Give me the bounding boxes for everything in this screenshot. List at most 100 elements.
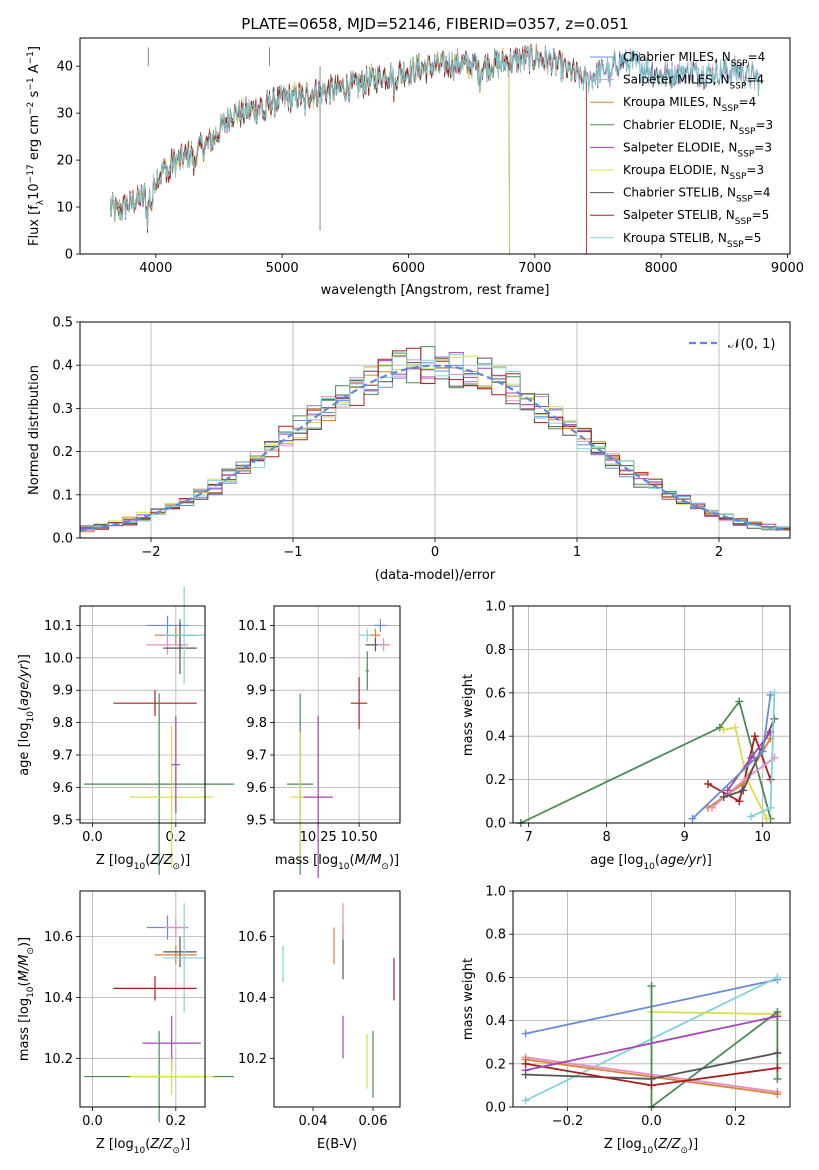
- x-tick-label: 1: [573, 545, 581, 560]
- errorbar-point: [84, 693, 235, 875]
- x-tick-label: 0.04: [299, 1114, 328, 1129]
- errorbar-point: [163, 903, 205, 1013]
- errorbar-point: [113, 690, 197, 717]
- axes-frame: [79, 605, 206, 824]
- panel-spectrum: 4000 5000 6000 7000 8000 9000 0 10 20 30 40 Flux [f…: [26, 37, 804, 276]
- x-tick-label: 0.2: [165, 1114, 186, 1129]
- x-tick-label: 7: [524, 830, 532, 845]
- weight-line: [520, 699, 772, 824]
- y-tick-label: 30: [56, 107, 73, 122]
- y-tick-label: 10.6: [238, 930, 267, 945]
- legend-label: 𝒩(0, 1): [728, 337, 775, 352]
- y-tick-label: 0.6: [485, 971, 506, 986]
- y-tick-label: 0.0: [485, 817, 506, 832]
- y-tick-label: 0.4: [485, 1014, 506, 1029]
- age-mass-xlabel: mass [log10(M/M⊙)]: [275, 853, 399, 872]
- y-tick-label: 0.8: [485, 643, 506, 658]
- histogram-series: [80, 346, 790, 536]
- legend-label: Kroupa STELIB, NSSP=5: [623, 231, 761, 250]
- spectrum-series: [109, 45, 760, 229]
- errorbar-point: [130, 1058, 214, 1095]
- weight-marker: [758, 747, 767, 756]
- axes-frame: [512, 890, 791, 1108]
- y-tick-label: 9.6: [246, 781, 267, 796]
- panel-mass_vs_ebv: 0.04 0.06 10.2 10.4 10.6: [238, 890, 401, 1129]
- y-tick-label: 10.4: [238, 991, 267, 1006]
- y-tick-label: 10.4: [44, 991, 73, 1006]
- ebv-xlabel: E(B-V): [317, 1137, 357, 1152]
- age-z-xlabel: Z [log10(Z/Z⊙)]: [96, 853, 190, 872]
- weight-marker: [746, 753, 755, 762]
- x-tick-label: 0.0: [82, 1114, 103, 1129]
- legend-label: Chabrier ELODIE, NSSP=3: [623, 118, 773, 137]
- weight-marker: [773, 1012, 782, 1021]
- x-tick-label: 0.0: [82, 830, 103, 845]
- y-tick-label: 10: [56, 201, 73, 216]
- weight-age-xlabel: age [log10(age/yr)]: [590, 853, 712, 872]
- x-tick-label: 9000: [771, 261, 804, 276]
- weight-marker: [707, 803, 716, 812]
- spectrum-series: [109, 49, 510, 254]
- y-tick-label: 9.7: [246, 748, 267, 763]
- y-tick-label: 10.2: [44, 1052, 73, 1067]
- weight-marker: [773, 1090, 782, 1099]
- spectrum-ylabel: Flux [fλ10−17 erg cm−2 s−1 A−1]: [26, 46, 46, 246]
- axes-frame: [79, 37, 791, 255]
- spectrum-series: [109, 43, 760, 228]
- weight-line: [651, 1011, 778, 1015]
- weight-marker: [719, 792, 728, 801]
- y-tick-label: 10.6: [44, 930, 73, 945]
- spectrum-series: [109, 51, 510, 254]
- legend-label: Salpeter STELIB, NSSP=5: [623, 208, 769, 227]
- y-tick-label: 10.0: [44, 651, 73, 666]
- panel-weight_vs_Z: −0.2 0.0 0.2 0.0 0.2 0.4 0.6 0.8 1.0 Z [log10(Z/Z…: [485, 885, 791, 1156]
- weight-marker: [719, 725, 728, 734]
- residuals-ylabel: Normed distribution: [27, 365, 42, 495]
- x-tick-label: −0.2: [552, 1114, 584, 1129]
- x-tick-label: 9: [681, 830, 689, 845]
- y-tick-label: 9.6: [52, 781, 73, 796]
- y-tick-label: 9.8: [52, 716, 73, 731]
- residuals-xlabel: (data-model)/error: [375, 568, 496, 583]
- x-tick-label: 0.2: [165, 830, 186, 845]
- spectrum-title: PLATE=0658, MJD=52146, FIBERID=0357, z=0…: [241, 15, 628, 33]
- y-tick-label: 0.8: [485, 928, 506, 943]
- legend-label: Kroupa ELODIE, NSSP=3: [623, 163, 764, 182]
- x-tick-label: 4000: [139, 261, 172, 276]
- legend-label: Kroupa MILES, NSSP=4: [623, 95, 756, 114]
- y-tick-label: 10.2: [238, 1052, 267, 1067]
- weight-line: [525, 1056, 778, 1093]
- spectrum-lines: [109, 43, 760, 254]
- weight-marker: [688, 814, 697, 823]
- weight-marker: [735, 697, 744, 706]
- x-tick-label: −2: [141, 545, 160, 560]
- age-z-ylabel: age [log10(age/yr)]: [17, 654, 36, 776]
- panel-age_vs_Z: 0.0 0.2 9.5 9.6 9.7 9.8 9.9 10.0 10.1 Z [log10(Z/…: [17, 586, 235, 875]
- weight-marker: [735, 797, 744, 806]
- y-tick-label: 0.3: [52, 402, 73, 417]
- y-tick-label: 0.2: [485, 773, 506, 788]
- weight-line: [525, 1015, 778, 1072]
- errorbar-point: [163, 586, 205, 684]
- x-tick-label: 0.06: [359, 1114, 388, 1129]
- x-tick-label: 8000: [645, 261, 678, 276]
- panel-residuals: −2 −1 0 1 2 0.0 0.1 0.2 0.3 0.4 0.5 𝒩(0, 1): [52, 316, 791, 560]
- weight-marker: [739, 786, 748, 795]
- y-tick-label: 9.8: [246, 716, 267, 731]
- errorbar-point: [113, 976, 197, 1001]
- weight-marker: [521, 1029, 530, 1038]
- x-tick-label: −1: [283, 545, 302, 560]
- axes-frame: [79, 321, 791, 539]
- weight-line: [707, 733, 772, 803]
- weight-marker: [773, 1064, 782, 1073]
- y-tick-label: 9.9: [52, 684, 73, 699]
- legend-label: Chabrier STELIB, NSSP=4: [623, 186, 771, 205]
- errorbar-point: [171, 716, 180, 814]
- y-tick-label: 9.9: [246, 684, 267, 699]
- y-tick-label: 1.0: [485, 885, 506, 900]
- spectrum-xlabel: wavelength [Angstrom, rest frame]: [321, 283, 550, 298]
- panel-mass_vs_Z: 0.0 0.2 10.2 10.4 10.6 Z [log10(Z/Z⊙)] mass [l…: [17, 890, 235, 1156]
- y-tick-label: 0.0: [52, 532, 73, 547]
- weight-marker: [647, 1081, 656, 1090]
